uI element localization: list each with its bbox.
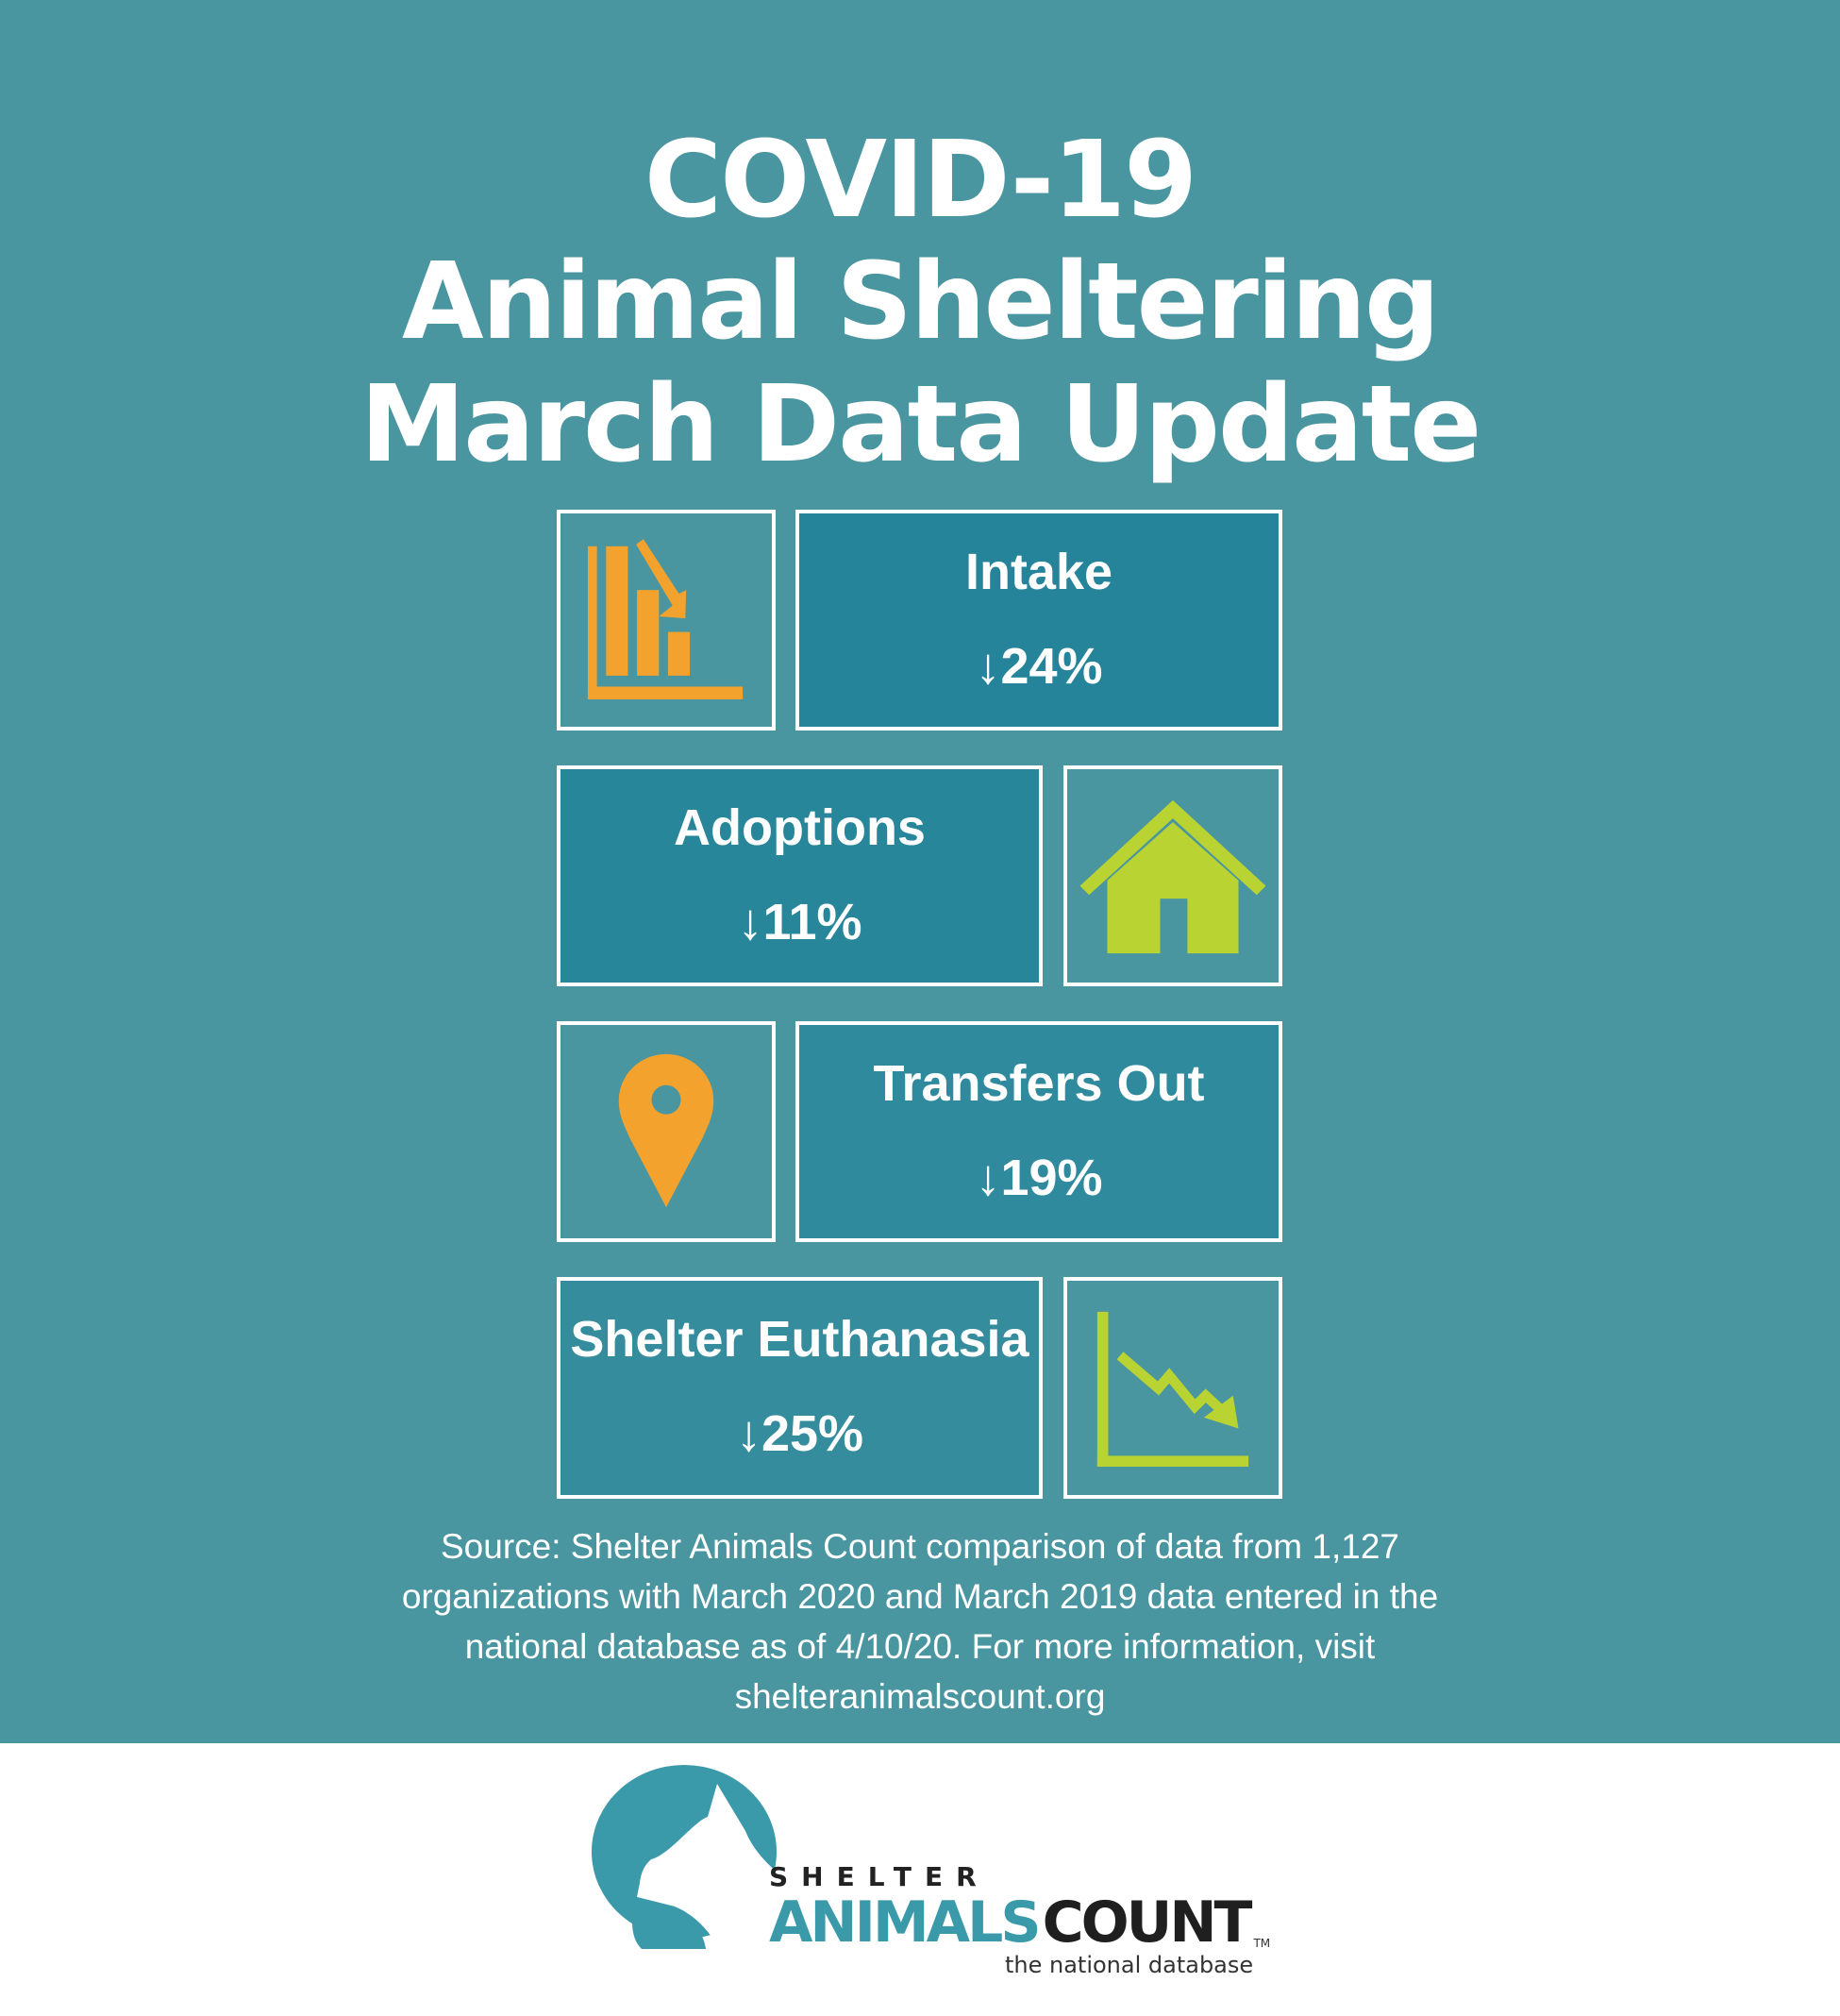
adoptions-label: Adoptions [674, 799, 926, 856]
source-note: Source: Shelter Animals Count comparison… [283, 1521, 1557, 1722]
transfers-stat-box: Transfers Out ↓19% [795, 1021, 1282, 1242]
transfers-icon-box [557, 1021, 776, 1242]
source-line-1: Source: Shelter Animals Count comparison… [441, 1527, 1399, 1566]
logo-wordmark: SHELTER ANIMALS COUNT TM the national da… [769, 1861, 1270, 1978]
logo-shelter-text: SHELTER [769, 1861, 990, 1892]
intake-label: Intake [964, 544, 1113, 600]
line-chart-down-icon [1096, 1311, 1249, 1468]
title-line-2: Animal Sheltering [401, 241, 1440, 363]
title-line-3: March Data Update [360, 363, 1481, 486]
transfers-change: ↓19% [975, 1150, 1103, 1206]
adoptions-icon-box [1063, 765, 1282, 986]
adoptions-change: ↓11% [737, 894, 862, 950]
map-pin-icon [618, 1053, 714, 1208]
adoptions-stat-box: Adoptions ↓11% [557, 765, 1043, 986]
intake-stat-box: Intake ↓24% [795, 510, 1282, 731]
euthanasia-stat-box: Shelter Euthanasia ↓25% [557, 1277, 1043, 1499]
intake-icon-box [557, 510, 776, 731]
euthanasia-change: ↓25% [735, 1405, 864, 1462]
logo-animals-text: ANIMALS [769, 1890, 1042, 1956]
euthanasia-icon-box [1063, 1277, 1282, 1499]
intake-change: ↓24% [975, 638, 1103, 695]
transfers-label: Transfers Out [873, 1055, 1205, 1112]
shelter-animals-count-logo-icon [592, 1765, 783, 1958]
logo-word-row: ANIMALS COUNT TM [769, 1893, 1270, 1952]
logo-tagline: the national database [1004, 1952, 1254, 1978]
logo-trademark: TM [1253, 1937, 1271, 1950]
source-line-3: national database as of 4/10/20. For mor… [464, 1627, 1376, 1666]
source-line-2: organizations with March 2020 and March … [401, 1577, 1439, 1616]
bar-chart-down-icon [587, 539, 744, 699]
euthanasia-label: Shelter Euthanasia [570, 1311, 1029, 1368]
title-line-1: COVID-19 [644, 119, 1197, 242]
house-icon [1079, 799, 1266, 954]
logo-count-text: COUNT [1042, 1890, 1253, 1956]
source-link[interactable]: shelteranimalscount.org [734, 1677, 1106, 1716]
